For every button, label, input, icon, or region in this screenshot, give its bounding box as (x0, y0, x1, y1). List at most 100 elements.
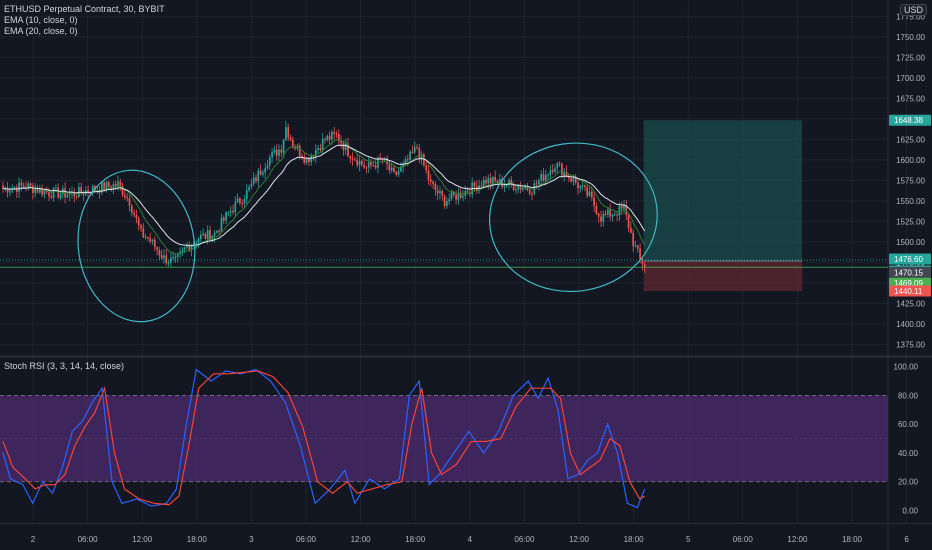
candle-up (278, 149, 280, 156)
candle-up (547, 174, 549, 176)
candle-down (632, 232, 635, 247)
candle-down (388, 164, 391, 171)
loss-zone[interactable] (643, 261, 803, 291)
price-tick-label: 1600.00 (896, 156, 925, 165)
candle-up (202, 233, 204, 236)
rsi-tick-label: 60.00 (898, 420, 919, 429)
candle-up (220, 217, 223, 232)
candle-down (452, 192, 455, 195)
candle-down (147, 237, 149, 239)
candle-up (623, 205, 625, 209)
candle-down (609, 209, 612, 217)
candle-down (570, 178, 572, 182)
candle-down (204, 233, 207, 239)
candle-up (225, 212, 227, 221)
candle-up (163, 255, 165, 259)
time-axis[interactable]: 2 06:00 12:00 18:00 3 06:00 12:00 18:00 4 06:00 12… (31, 535, 910, 544)
candle-down (73, 192, 76, 197)
currency-badge[interactable]: USD (900, 4, 928, 16)
candle-down (436, 189, 439, 194)
candle-down (287, 127, 290, 138)
candle-up (66, 194, 69, 198)
candle-down (124, 195, 126, 198)
candle-down (620, 205, 623, 209)
annotation-circle-right[interactable] (480, 132, 667, 302)
price-tag-bg (889, 253, 931, 265)
candle-up (190, 244, 193, 250)
candle-up (179, 251, 181, 255)
time-tick-label: 5 (686, 535, 691, 544)
price-tick-label: 1375.00 (896, 340, 925, 349)
price-tag-label: 1470.15 (894, 268, 923, 277)
candle-up (268, 157, 271, 166)
rsi-tick-label: 0.00 (902, 506, 918, 515)
rsi-tick-label: 20.00 (898, 478, 919, 487)
candle-up (245, 190, 248, 200)
candle-up (117, 181, 119, 187)
candle-up (409, 151, 411, 161)
candle-down (639, 248, 641, 259)
candle-down (20, 182, 23, 186)
candle-up (390, 167, 393, 171)
candle-up (55, 187, 57, 189)
candle-down (142, 228, 145, 238)
profit-zone[interactable] (643, 120, 803, 262)
candle-up (273, 149, 276, 152)
candle-up (174, 256, 177, 258)
candle-down (289, 137, 292, 140)
candle-down (459, 192, 462, 198)
candle-up (613, 214, 616, 216)
price-tag-bg (889, 114, 931, 126)
ema20-line (2, 144, 646, 247)
price-tick-label: 1500.00 (896, 238, 925, 247)
candle-down (126, 197, 129, 199)
candle-down (160, 255, 163, 259)
ema-lines (2, 139, 646, 255)
candle-up (91, 186, 94, 194)
candle-up (181, 249, 184, 252)
candle-up (572, 177, 575, 182)
candle-up (487, 178, 490, 184)
candle-up (59, 194, 62, 198)
candle-down (542, 174, 545, 181)
hand-drawn-annotations[interactable] (68, 132, 666, 329)
position-zones[interactable] (643, 120, 803, 291)
annotation-circle-left[interactable] (68, 163, 204, 330)
time-tick-label: 12:00 (569, 535, 590, 544)
time-tick-label: 12:00 (351, 535, 372, 544)
candle-up (492, 176, 494, 184)
candle-down (319, 148, 322, 151)
candle-up (266, 165, 269, 169)
price-tick-label: 1750.00 (896, 33, 925, 42)
candle-down (209, 230, 211, 241)
candle-up (498, 179, 501, 184)
candle-down (156, 247, 158, 251)
candle-up (236, 198, 239, 203)
candle-down (480, 185, 483, 187)
candle-down (363, 164, 365, 168)
time-tick-label: 06:00 (296, 535, 317, 544)
candle-down (80, 187, 83, 193)
candle-down (595, 205, 598, 214)
candle-down (103, 182, 106, 190)
candle-down (153, 239, 156, 248)
rsi-tick-label: 40.00 (898, 449, 919, 458)
candle-down (586, 186, 589, 196)
candle-up (367, 162, 370, 168)
candle-down (349, 156, 352, 159)
candle-down (280, 149, 283, 153)
candle-down (567, 176, 570, 179)
candle-up (549, 170, 552, 175)
candle-down (87, 190, 89, 193)
candle-up (9, 190, 11, 193)
candle-up (38, 188, 41, 193)
candle-down (75, 196, 78, 198)
candle-down (32, 185, 34, 193)
candle-up (538, 180, 540, 185)
candle-up (229, 210, 232, 213)
price-tick-label: 1575.00 (896, 176, 925, 185)
candle-down (418, 148, 421, 159)
candle-up (170, 257, 172, 263)
